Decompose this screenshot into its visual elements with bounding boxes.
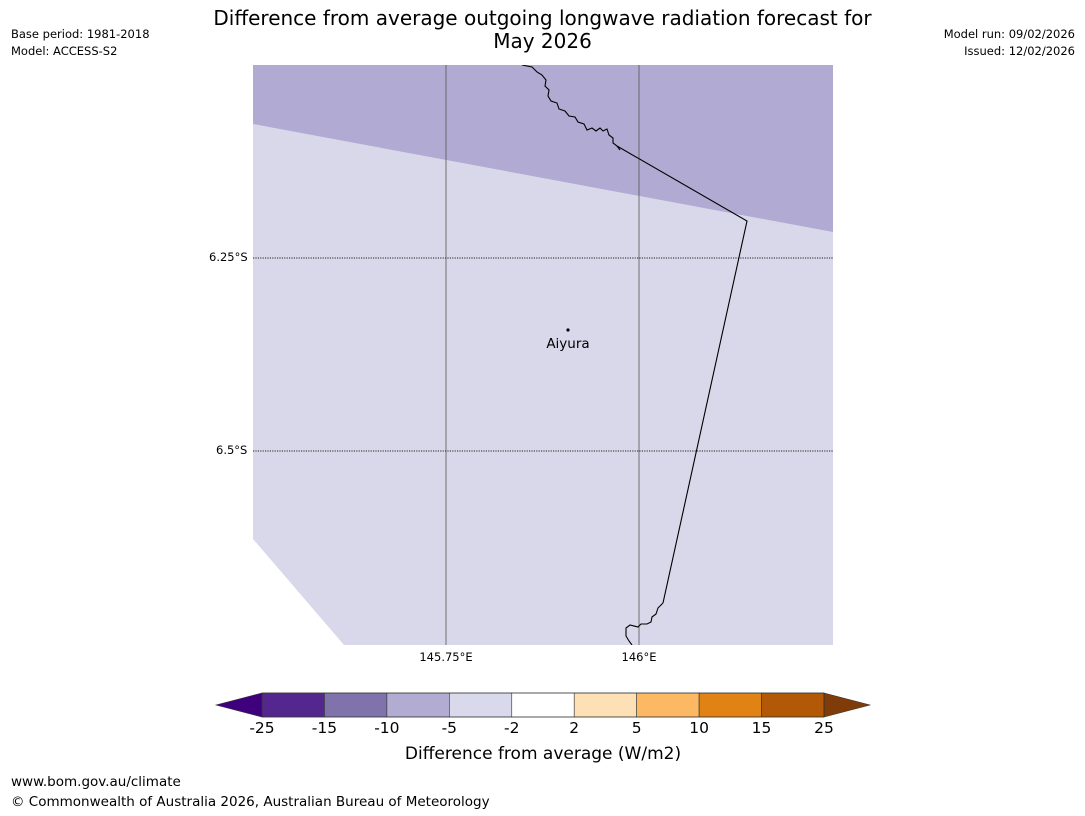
colorbar-tick-label: 15 bbox=[751, 719, 772, 737]
colorbar-tick-label: 10 bbox=[689, 719, 709, 737]
issued-text: Issued: 12/02/2026 bbox=[964, 44, 1075, 58]
lon-label-146: 146°E bbox=[621, 650, 657, 664]
colorbar-segment bbox=[324, 692, 388, 718]
title-line-2: May 2026 bbox=[493, 29, 592, 53]
colorbar-arrow-left bbox=[214, 692, 263, 718]
colorbar bbox=[214, 692, 872, 718]
colorbar-arrow-right bbox=[823, 692, 872, 718]
colorbar-segment bbox=[636, 692, 700, 718]
colorbar-tick-label: -25 bbox=[249, 719, 275, 737]
lat-label-6-25: 6.25°S bbox=[209, 250, 248, 264]
colorbar-segment bbox=[261, 692, 325, 718]
colorbar-tick-label: 5 bbox=[631, 719, 642, 737]
footer-copyright: © Commonwealth of Australia 2026, Austra… bbox=[11, 794, 490, 810]
place-marker bbox=[566, 328, 570, 332]
colorbar-segment bbox=[386, 692, 450, 718]
title-line-1: Difference from average outgoing longwav… bbox=[213, 6, 872, 30]
colorbar-tick-label: 25 bbox=[814, 719, 834, 737]
model-text: Model: ACCESS-S2 bbox=[11, 44, 118, 58]
colorbar-segment bbox=[698, 692, 762, 718]
footer-url: www.bom.gov.au/climate bbox=[11, 774, 181, 790]
lon-label-145-75: 145.75°E bbox=[419, 650, 473, 664]
colorbar-tick-label: -5 bbox=[441, 719, 458, 737]
lat-label-6-5: 6.5°S bbox=[216, 443, 248, 457]
meta-right: Model run: 09/02/2026 Issued: 12/02/2026 bbox=[944, 26, 1075, 60]
coastline-south bbox=[625, 602, 664, 645]
meta-left: Base period: 1981-2018 Model: ACCESS-S2 bbox=[11, 26, 150, 60]
coastline bbox=[521, 65, 621, 151]
colorbar-segment bbox=[761, 692, 825, 718]
place-label: Aiyura bbox=[546, 336, 590, 352]
colorbar-segment bbox=[511, 692, 575, 718]
anomaly-region-light bbox=[253, 65, 833, 645]
colorbar-tick-label: 2 bbox=[569, 719, 580, 737]
border-line bbox=[616, 145, 748, 604]
model-run-text: Model run: 09/02/2026 bbox=[943, 27, 1075, 41]
base-period-text: Base period: 1981-2018 bbox=[11, 27, 150, 41]
colorbar-title: Difference from average (W/m2) bbox=[404, 744, 682, 764]
anomaly-region-medium bbox=[253, 65, 833, 232]
colorbar-tick-label: -2 bbox=[504, 719, 520, 737]
map bbox=[253, 65, 833, 645]
colorbar-segment bbox=[449, 692, 513, 718]
colorbar-tick-label: -10 bbox=[374, 719, 400, 737]
colorbar-segment bbox=[573, 692, 637, 718]
colorbar-tick-label: -15 bbox=[311, 719, 338, 737]
chart-title: Difference from average outgoing longwav… bbox=[150, 7, 935, 53]
